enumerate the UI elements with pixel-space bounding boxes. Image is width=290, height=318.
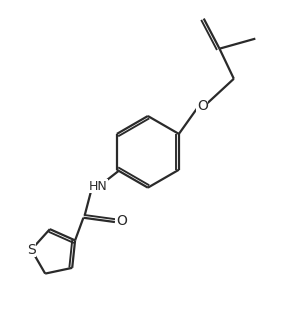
Text: S: S [27,243,36,257]
Text: O: O [116,214,127,228]
Text: O: O [197,99,208,113]
Text: HN: HN [88,180,107,193]
